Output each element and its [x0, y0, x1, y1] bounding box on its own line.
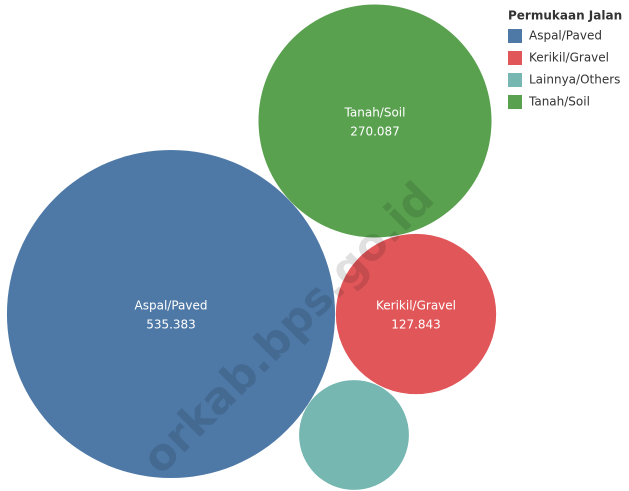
bubble-label: Aspal/Paved: [135, 299, 208, 313]
bubble: [335, 233, 497, 395]
legend-swatch: [508, 51, 522, 65]
legend-label: Lainnya/Others: [529, 73, 620, 87]
legend-label: Kerikil/Gravel: [529, 51, 609, 65]
bubble: [299, 380, 409, 490]
bubble-value: 127.843: [391, 318, 441, 332]
legend-swatch: [508, 95, 522, 109]
legend-label: Aspal/Paved: [529, 29, 602, 43]
bubble: [6, 149, 336, 479]
bubble-value: 535.383: [146, 318, 196, 332]
bubble: [258, 4, 492, 238]
bubble-label: Kerikil/Gravel: [376, 299, 456, 313]
legend-swatch: [508, 29, 522, 43]
legend-title: Permukaan Jalan: [508, 9, 622, 23]
bubble-label: Tanah/Soil: [344, 106, 406, 120]
legend-label: Tanah/Soil: [528, 95, 590, 109]
bubble-value: 270.087: [350, 125, 400, 139]
legend-swatch: [508, 73, 522, 87]
